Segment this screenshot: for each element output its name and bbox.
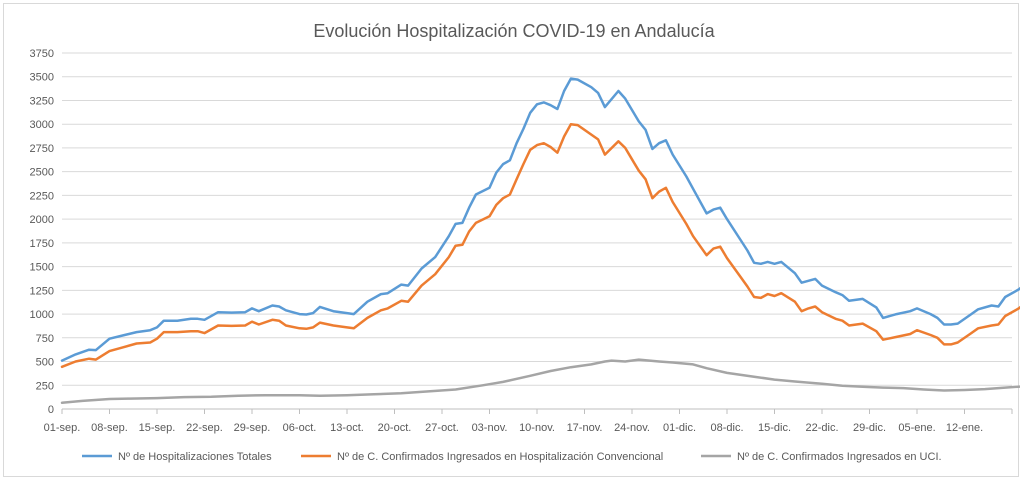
y-tick-label: 0 bbox=[48, 404, 54, 416]
x-tick-label: 10-nov. bbox=[519, 422, 555, 434]
x-tick-label: 05-ene. bbox=[898, 422, 935, 434]
y-tick-label: 500 bbox=[36, 357, 54, 369]
y-tick-label: 3750 bbox=[30, 48, 54, 60]
x-tick-label: 27-oct. bbox=[425, 422, 459, 434]
y-tick-label: 3500 bbox=[30, 72, 54, 84]
x-tick-label: 12-ene. bbox=[946, 422, 983, 434]
y-tick-label: 2500 bbox=[30, 167, 54, 179]
y-tick-label: 3250 bbox=[30, 95, 54, 107]
x-tick-label: 29-dic. bbox=[853, 422, 886, 434]
y-tick-label: 1500 bbox=[30, 262, 54, 274]
x-tick-label: 08-sep. bbox=[91, 422, 128, 434]
series-line-1 bbox=[60, 77, 1020, 362]
y-tick-label: 1250 bbox=[30, 285, 54, 297]
y-tick-label: 3000 bbox=[30, 119, 54, 131]
y-tick-label: 2250 bbox=[30, 190, 54, 202]
x-tick-label: 15-dic. bbox=[758, 422, 791, 434]
legend: Nº de Hospitalizaciones Totales Nº de C. … bbox=[82, 451, 942, 463]
legend-label-3: Nº de C. Confirmados Ingresados en UCI. bbox=[737, 451, 942, 463]
series-line-2 bbox=[60, 122, 1020, 369]
y-tick-label: 2000 bbox=[30, 214, 54, 226]
x-tick-label: 20-oct. bbox=[378, 422, 412, 434]
legend-label-2: Nº de C. Confirmados Ingresados en Hospi… bbox=[337, 451, 663, 463]
series-lines bbox=[60, 77, 1020, 405]
x-axis-tick-labels: 01-sep. 08-sep. 15-sep. 22-sep. 29-sep. 06-oc… bbox=[44, 409, 1013, 434]
legend-label-1: Nº de Hospitalizaciones Totales bbox=[118, 451, 272, 463]
y-tick-label: 750 bbox=[36, 333, 54, 345]
x-tick-label: 15-sep. bbox=[139, 422, 176, 434]
x-tick-label: 17-nov. bbox=[567, 422, 603, 434]
series-line-3 bbox=[60, 358, 1020, 405]
x-tick-label: 24-nov. bbox=[614, 422, 650, 434]
x-tick-label: 03-nov. bbox=[472, 422, 508, 434]
y-tick-label: 250 bbox=[36, 380, 54, 392]
x-tick-label: 29-sep. bbox=[234, 422, 271, 434]
y-tick-label: 1750 bbox=[30, 238, 54, 250]
x-tick-label: 22-sep. bbox=[186, 422, 223, 434]
chart-title: Evolución Hospitalización COVID-19 en An… bbox=[313, 21, 715, 41]
x-tick-label: 13-oct. bbox=[330, 422, 364, 434]
chart-frame: Evolución Hospitalización COVID-19 en An… bbox=[3, 3, 1020, 477]
x-tick-label: 06-oct. bbox=[283, 422, 317, 434]
x-tick-label: 22-dic. bbox=[805, 422, 838, 434]
y-tick-label: 2750 bbox=[30, 143, 54, 155]
x-tick-label: 08-dic. bbox=[710, 422, 743, 434]
y-axis-tick-labels: 0 250 500 750 1000 1250 1500 1750 2000 2250 2500 27… bbox=[30, 48, 54, 416]
gridlines bbox=[62, 52, 1012, 410]
line-chart: Evolución Hospitalización COVID-19 en An… bbox=[30, 21, 1020, 463]
x-tick-label: 01-dic. bbox=[663, 422, 696, 434]
x-tick-label: 01-sep. bbox=[44, 422, 81, 434]
y-tick-label: 1000 bbox=[30, 309, 54, 321]
